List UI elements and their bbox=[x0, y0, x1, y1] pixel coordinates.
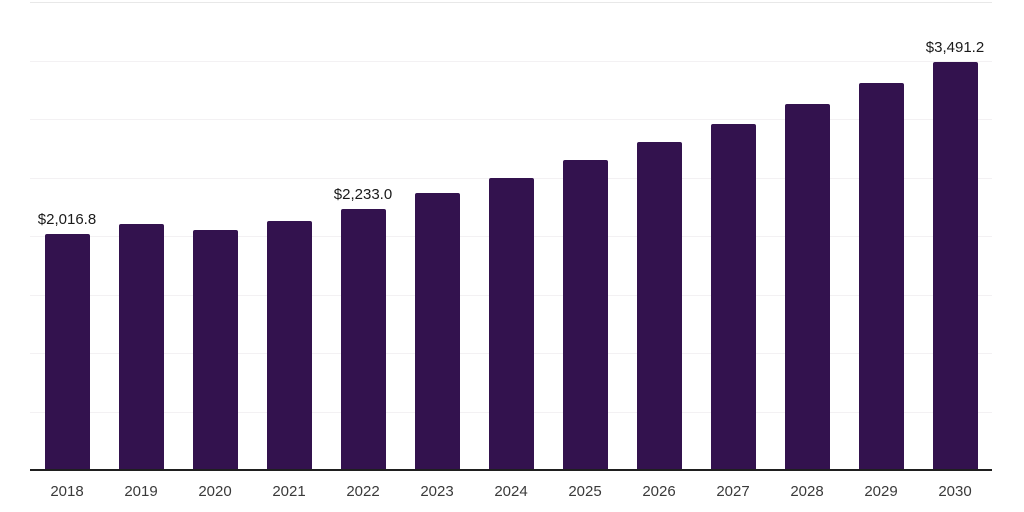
x-tick-label-2020: 2020 bbox=[198, 483, 232, 500]
bar-2029 bbox=[858, 82, 904, 470]
bar-2026 bbox=[636, 141, 682, 470]
bar-2025 bbox=[562, 160, 608, 470]
bar-2030 bbox=[932, 61, 978, 470]
gridline-3000 bbox=[30, 119, 992, 120]
x-tick-label-2028: 2028 bbox=[790, 483, 824, 500]
bar-2019 bbox=[118, 223, 164, 470]
x-tick-label-2024: 2024 bbox=[494, 483, 528, 500]
x-tick-label-2026: 2026 bbox=[642, 483, 676, 500]
gridline-4000 bbox=[30, 2, 992, 3]
bar-2024 bbox=[488, 177, 534, 470]
x-tick-label-2027: 2027 bbox=[716, 483, 750, 500]
plot-area: $2,016.8 $2,233.0 $3,491.2 bbox=[30, 2, 992, 470]
bar-2021 bbox=[266, 220, 312, 470]
x-tick-label-2025: 2025 bbox=[568, 483, 602, 500]
x-tick-label-2022: 2022 bbox=[346, 483, 380, 500]
bar-value-label-2018: $2,016.8 bbox=[37, 211, 97, 229]
bar-2028 bbox=[784, 104, 830, 470]
x-tick-label-2029: 2029 bbox=[864, 483, 898, 500]
x-tick-label-2018: 2018 bbox=[50, 483, 84, 500]
bar-2023 bbox=[414, 193, 460, 470]
x-tick-label-2023: 2023 bbox=[420, 483, 454, 500]
bar-2018 bbox=[44, 234, 90, 470]
x-tick-label-2021: 2021 bbox=[272, 483, 306, 500]
gridline-3500 bbox=[30, 60, 992, 62]
bar-value-label-2030: $3,491.2 bbox=[925, 38, 985, 56]
x-axis-line bbox=[30, 469, 992, 471]
bar-2022 bbox=[340, 208, 386, 470]
bar-value-label-2022: $2,233.0 bbox=[333, 185, 393, 203]
bar-2020 bbox=[192, 230, 238, 470]
x-tick-label-2019: 2019 bbox=[124, 483, 158, 500]
bar-2027 bbox=[710, 123, 756, 470]
x-tick-label-2030: 2030 bbox=[938, 483, 972, 500]
